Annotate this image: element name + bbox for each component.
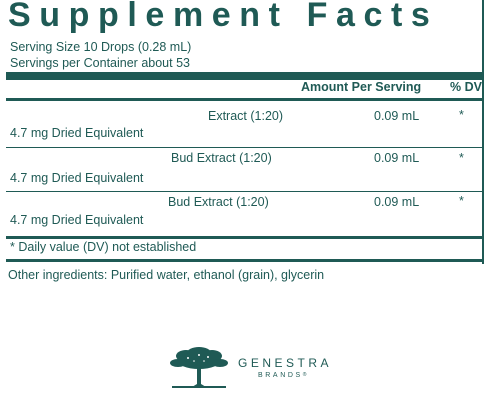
ingredient-sub: 4.7 mg Dried Equivalent xyxy=(10,171,144,185)
ingredient-name: Bud Extract (1:20) xyxy=(171,151,272,165)
tree-icon xyxy=(170,347,228,388)
amount-per-serving-header: Amount Per Serving xyxy=(301,80,422,94)
row-divider xyxy=(6,191,482,192)
ingredient-sub: 4.7 mg Dried Equivalent xyxy=(10,213,144,227)
registered-mark: ® xyxy=(302,372,307,378)
ingredient-sub: 4.7 mg Dried Equivalent xyxy=(10,126,144,140)
bottom-rule xyxy=(6,259,482,262)
ingredient-name: Bud Extract (1:20) xyxy=(168,195,269,209)
footer-rule xyxy=(6,236,482,239)
ingredient-dv: * xyxy=(459,108,464,122)
supplement-facts-panel: Supplement Facts Serving Size 10 Drops (… xyxy=(4,0,484,264)
other-ingredients: Other ingredients: Purified water, ethan… xyxy=(8,268,325,282)
ingredient-name: Extract (1:20) xyxy=(208,109,284,123)
dv-header: % DV xyxy=(450,80,482,94)
servings-per-container: Servings per Container about 53 xyxy=(10,56,190,70)
ingredient-amount: 0.09 mL xyxy=(374,151,420,165)
dv-footnote: * Daily value (DV) not established xyxy=(10,240,197,254)
ingredient-row: Bud Extract (1:20) 4.7 mg Dried Equivale… xyxy=(4,192,482,238)
ingredient-row: Bud Extract (1:20) 4.7 mg Dried Equivale… xyxy=(4,148,482,194)
ingredient-amount: 0.09 mL xyxy=(374,109,420,123)
ingredient-amount: 0.09 mL xyxy=(374,195,420,209)
header-rule xyxy=(6,98,482,101)
ingredient-row: Extract (1:20) 4.7 mg Dried Equivalent 0… xyxy=(4,102,482,148)
thick-rule xyxy=(6,72,482,80)
brand-subtitle: BRANDS® xyxy=(258,372,307,379)
ingredient-dv: * xyxy=(459,194,464,208)
brand-name: GENESTRA xyxy=(238,356,333,370)
ingredient-dv: * xyxy=(459,151,464,165)
row-divider xyxy=(6,147,482,148)
genestra-logo: GENESTRA BRANDS® xyxy=(168,346,338,390)
panel-title: Supplement Facts xyxy=(8,0,439,34)
serving-size: Serving Size 10 Drops (0.28 mL) xyxy=(10,40,192,54)
